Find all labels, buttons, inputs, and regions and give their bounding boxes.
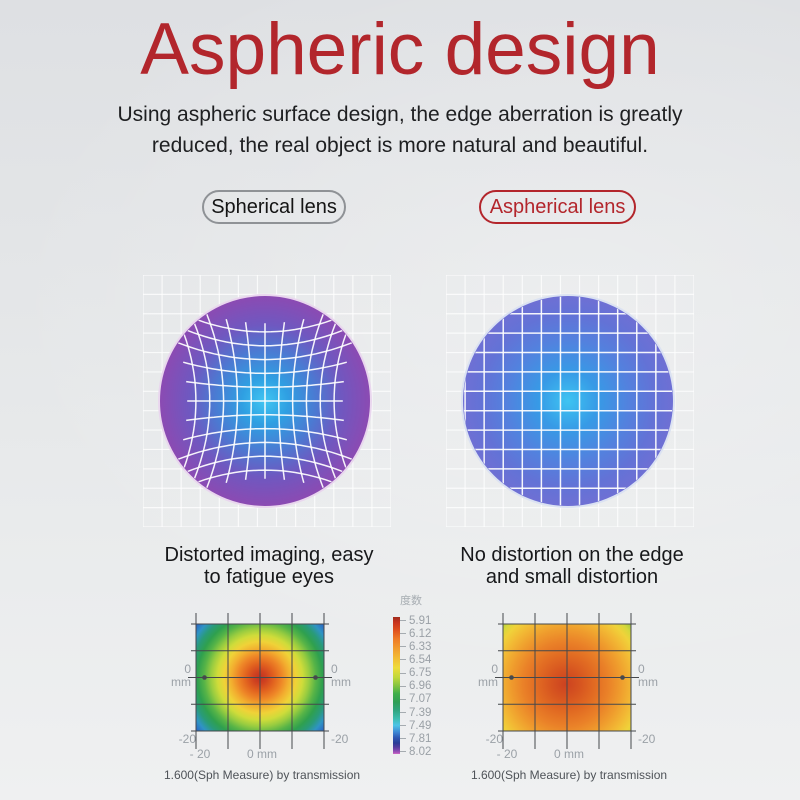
spherical-lens-pill-label: Spherical lens xyxy=(211,195,337,218)
legend-value: 6.54 xyxy=(409,653,432,666)
legend-title: 度数 xyxy=(400,595,422,607)
legend-entry: 5.91 xyxy=(400,614,431,627)
y-zero: 0 xyxy=(331,662,338,676)
y-zero-unit: mm xyxy=(478,675,498,689)
legend-tick xyxy=(400,646,406,648)
legend-tick xyxy=(400,620,406,622)
y-zero-unit: mm xyxy=(331,675,351,689)
distorted-grid-lens-illustration xyxy=(142,274,392,528)
aspherical-caption-line-2: and small distortion xyxy=(485,565,659,588)
aspherical-lens-diagram xyxy=(445,274,695,528)
y-zero-unit: mm xyxy=(638,675,658,689)
legend-entry: 7.49 xyxy=(400,719,431,732)
legend-colorbar xyxy=(393,617,400,754)
legend-value: 5.91 xyxy=(409,614,432,627)
legend-scale: 5.91 6.12 6.33 6.54 6.75 6.96 7.07 7.39 7.49 7.81… xyxy=(400,614,431,759)
aspherical-lens-caption: No distortion on the edge and small dist… xyxy=(448,544,696,588)
measure-caption-spherical: 1.600(Sph Measure) by transmission xyxy=(163,768,361,782)
power-map-grid-spherical xyxy=(188,613,332,749)
spherical-lens-pill: Spherical lens xyxy=(202,190,346,224)
y-zero-label-left-of-map2: 0 mm xyxy=(465,663,498,689)
legend-value: 7.81 xyxy=(409,732,432,745)
measure-caption-aspherical: 1.600(Sph Measure) by transmission xyxy=(470,768,668,782)
legend-entry: 8.02 xyxy=(400,745,431,758)
legend-tick xyxy=(400,633,406,635)
legend-tick xyxy=(400,725,406,727)
legend-value: 7.07 xyxy=(409,693,432,706)
y-zero: 0 xyxy=(184,662,191,676)
spherical-lens-diagram xyxy=(142,274,392,528)
legend-value: 7.49 xyxy=(409,719,432,732)
legend-tick xyxy=(400,698,406,700)
x-zero-label-map1: 0 mm xyxy=(247,747,277,761)
aspherical-lens-pill: Aspherical lens xyxy=(479,190,636,224)
y-neg20-label-right-map1: -20 xyxy=(331,732,349,746)
legend-entry: 7.39 xyxy=(400,706,431,719)
aspherical-caption-line-1: No distortion on the edge xyxy=(460,544,684,566)
y-zero: 0 xyxy=(491,662,498,676)
subtitle-line-2: reduced, the real object is more natural… xyxy=(151,134,649,157)
legend-value: 7.39 xyxy=(409,706,432,719)
page-subtitle: Using aspheric surface design, the edge … xyxy=(80,99,720,161)
legend-entry: 6.12 xyxy=(400,627,431,640)
legend-entry: 6.75 xyxy=(400,667,431,680)
legend-entry: 7.81 xyxy=(400,732,431,745)
y-zero-label-right-of-map2: 0 mm xyxy=(638,663,671,689)
x-zero-label-map2: 0 mm xyxy=(554,747,584,761)
legend-tick xyxy=(400,672,406,674)
aspherical-lens-pill-label: Aspherical lens xyxy=(489,195,626,218)
legend-entry: 6.33 xyxy=(400,640,431,653)
y-neg20-label-left-map1: -20 xyxy=(178,732,196,746)
legend-entry: 7.07 xyxy=(400,693,431,706)
y-zero-unit: mm xyxy=(171,675,191,689)
x-neg20-label-map2: - 20 xyxy=(496,747,518,761)
legend-entry: 6.54 xyxy=(400,653,431,666)
legend-value: 8.02 xyxy=(409,745,432,758)
spherical-caption-line-1: Distorted imaging, easy xyxy=(164,544,374,566)
legend-value: 6.33 xyxy=(409,640,432,653)
legend-tick xyxy=(400,685,406,687)
legend-entry: 6.96 xyxy=(400,680,431,693)
x-neg20-label-map1: - 20 xyxy=(189,747,211,761)
legend-tick xyxy=(400,738,406,740)
subtitle-line-1: Using aspheric surface design, the edge … xyxy=(117,103,683,126)
page-title: Aspheric design xyxy=(140,9,660,90)
power-map-grid-aspherical xyxy=(495,613,639,749)
y-zero: 0 xyxy=(638,662,645,676)
legend-tick xyxy=(400,751,406,753)
spherical-caption-line-2: to fatigue eyes xyxy=(203,565,335,588)
y-neg20-label-right-map2: -20 xyxy=(638,732,656,746)
y-zero-label-left-of-map1: 0 mm xyxy=(158,663,191,689)
legend-tick xyxy=(400,659,406,661)
y-neg20-label-left-map2: -20 xyxy=(485,732,503,746)
straight-grid-lens-illustration xyxy=(445,274,695,528)
legend-value: 6.75 xyxy=(409,667,432,680)
legend-value: 6.96 xyxy=(409,680,432,693)
legend-tick xyxy=(400,712,406,714)
y-zero-label-right-of-map1: 0 mm xyxy=(331,663,364,689)
spherical-lens-caption: Distorted imaging, easy to fatigue eyes xyxy=(145,544,393,588)
legend-value: 6.12 xyxy=(409,627,432,640)
